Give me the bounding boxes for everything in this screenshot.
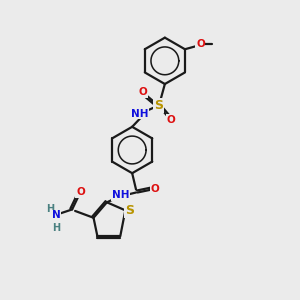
Text: NH: NH [131, 109, 148, 119]
Text: O: O [150, 184, 159, 194]
Text: S: S [154, 99, 163, 112]
Text: O: O [196, 39, 205, 49]
Text: H: H [46, 204, 55, 214]
Text: H: H [52, 223, 60, 233]
Text: O: O [139, 87, 147, 97]
Text: O: O [76, 187, 85, 197]
Text: O: O [167, 115, 175, 125]
Text: NH: NH [112, 190, 129, 200]
Text: N: N [52, 210, 61, 220]
Text: S: S [125, 204, 134, 217]
